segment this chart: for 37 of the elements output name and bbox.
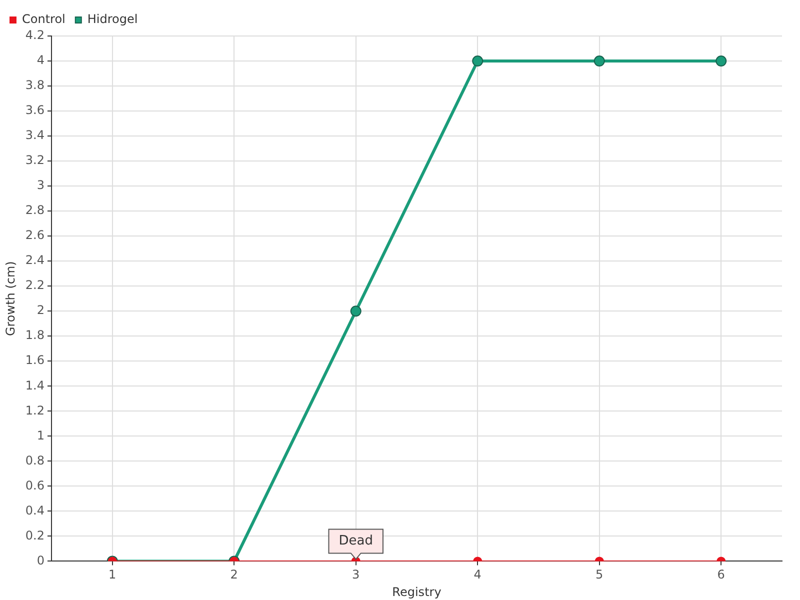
x-tick-label: 3 <box>352 568 360 582</box>
y-tick-label: 3.8 <box>25 78 44 92</box>
y-tick-label: 0.2 <box>25 528 44 542</box>
annotation: Dead <box>338 534 373 549</box>
y-tick-label: 3.2 <box>25 153 44 168</box>
y-tick-label: 0 <box>36 553 44 568</box>
y-tick-label: 1.4 <box>25 378 44 392</box>
y-tick-label: 4 <box>36 53 44 68</box>
y-tick-label: 0.8 <box>25 453 44 468</box>
x-axis-title: Registry <box>392 584 442 599</box>
y-tick-label: 1.2 <box>25 403 44 418</box>
y-tick-label: 1.8 <box>25 328 44 342</box>
y-tick-label: 3 <box>36 178 44 192</box>
x-tick-label: 5 <box>596 568 604 582</box>
y-tick-label: 2.4 <box>25 253 44 268</box>
point <box>472 56 484 67</box>
x-tick-label: 4 <box>474 568 482 582</box>
point <box>716 56 727 67</box>
x-tick-label: 1 <box>108 568 116 582</box>
y-tick-label: 1.6 <box>25 353 44 368</box>
y-tick-label: 4.2 <box>25 28 44 42</box>
y-tick-label: 0.4 <box>25 503 44 518</box>
point <box>594 56 605 67</box>
y-tick-label: 3.4 <box>25 128 44 142</box>
x-tick-label: 6 <box>717 568 725 582</box>
y-tick-label: 0.6 <box>25 478 44 492</box>
y-tick-label: 2.2 <box>25 278 44 292</box>
legend-label: Control <box>22 12 66 26</box>
y-axis-title: Growth (cm) <box>3 261 18 336</box>
legend-label: Hidrogel <box>87 12 138 26</box>
y-tick-label: 2.8 <box>25 203 44 218</box>
y-tick-label: 2 <box>36 303 44 318</box>
y-tick-label: 2.6 <box>25 228 44 242</box>
y-tick-label: 3.6 <box>25 103 44 118</box>
x-tick-label: 2 <box>230 568 238 582</box>
y-tick-label: 1 <box>36 428 44 442</box>
point <box>350 306 362 317</box>
